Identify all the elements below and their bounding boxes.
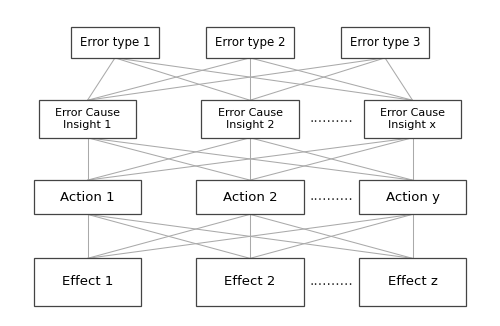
Text: Error type 3: Error type 3	[350, 36, 420, 49]
Text: ..........: ..........	[310, 274, 354, 288]
Text: ..........: ..........	[310, 111, 354, 125]
Text: ..........: ..........	[310, 189, 354, 203]
Text: Action 2: Action 2	[222, 191, 278, 204]
Text: Effect 1: Effect 1	[62, 275, 113, 289]
FancyBboxPatch shape	[72, 27, 159, 58]
Text: Error type 1: Error type 1	[80, 36, 150, 49]
Text: Effect z: Effect z	[388, 275, 438, 289]
FancyBboxPatch shape	[358, 180, 466, 215]
FancyBboxPatch shape	[206, 27, 294, 58]
FancyBboxPatch shape	[34, 180, 142, 215]
FancyBboxPatch shape	[196, 258, 304, 306]
Text: Error Cause
Insight 2: Error Cause Insight 2	[218, 108, 282, 130]
Text: Action 1: Action 1	[60, 191, 115, 204]
FancyBboxPatch shape	[364, 100, 461, 138]
FancyBboxPatch shape	[341, 27, 428, 58]
FancyBboxPatch shape	[201, 100, 298, 138]
Text: Action y: Action y	[386, 191, 440, 204]
Text: Error Cause
Insight 1: Error Cause Insight 1	[55, 108, 120, 130]
FancyBboxPatch shape	[358, 258, 466, 306]
Text: Error Cause
Insight x: Error Cause Insight x	[380, 108, 445, 130]
Text: Error type 2: Error type 2	[215, 36, 285, 49]
FancyBboxPatch shape	[196, 180, 304, 215]
Text: Effect 2: Effect 2	[224, 275, 276, 289]
FancyBboxPatch shape	[34, 258, 142, 306]
FancyBboxPatch shape	[38, 100, 136, 138]
